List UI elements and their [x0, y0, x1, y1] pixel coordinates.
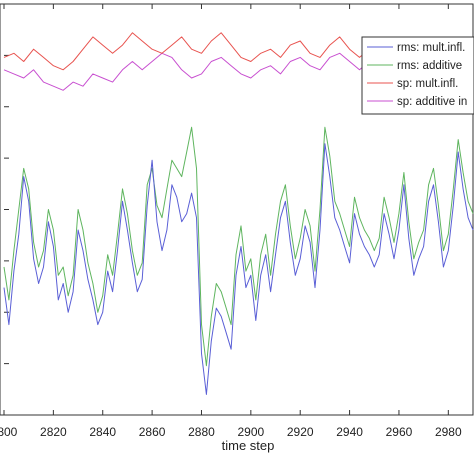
tick-marks [3, 4, 449, 415]
legend-label: sp: additive in [397, 96, 467, 108]
legend-label: sp: mult.infl. [397, 78, 458, 90]
x-tick-labels: 2800 2820 2840 2860 2880 2900 2920 2940 2960 2980 [0, 425, 462, 439]
x-axis-label: time step [222, 438, 275, 453]
x-tick-label: 2840 [89, 425, 116, 439]
x-tick-label: 2860 [139, 425, 166, 439]
x-tick-label: 2920 [287, 425, 314, 439]
legend-label: rms: mult.infl. [397, 42, 465, 54]
x-tick-label: 2900 [237, 425, 264, 439]
series-line-1 [3, 126, 474, 367]
x-tick-label: 2940 [336, 425, 363, 439]
x-tick-label: 2800 [0, 425, 18, 439]
x-tick-label: 2980 [435, 425, 462, 439]
x-tick-label: 2960 [386, 425, 413, 439]
x-tick-label: 2880 [188, 425, 215, 439]
x-tick-label: 2820 [40, 425, 67, 439]
series-line-0 [3, 143, 474, 395]
legend: rms: mult.infl. rms: additive sp: mult.inf… [361, 36, 474, 115]
legend-label: rms: additive [397, 60, 462, 72]
